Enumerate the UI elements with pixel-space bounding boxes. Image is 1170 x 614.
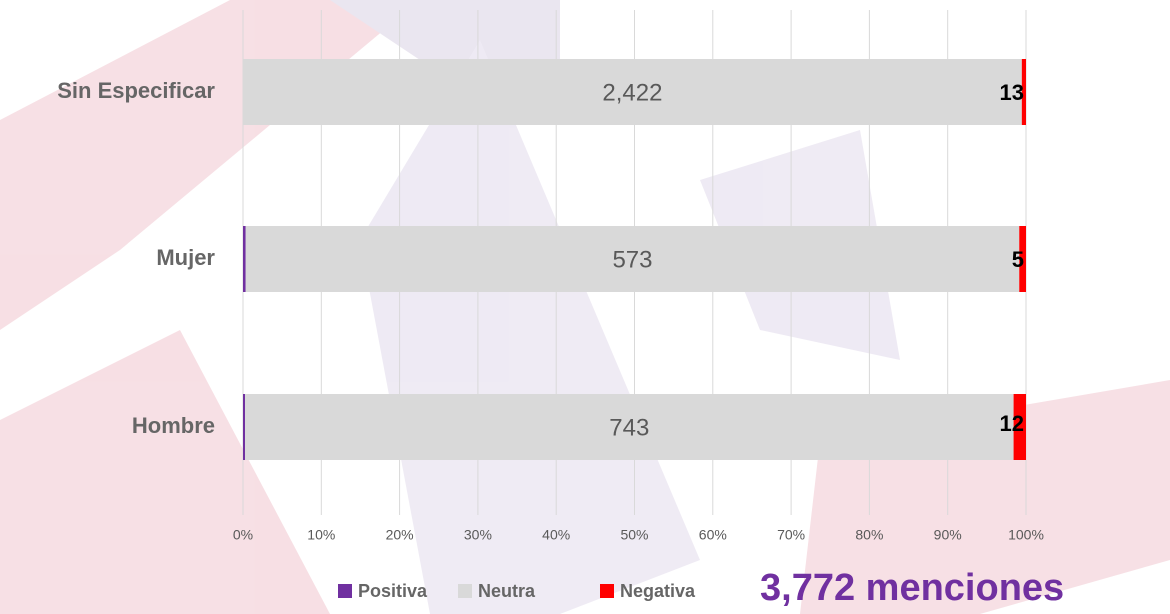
data-label: 2,422	[602, 79, 662, 106]
legend-swatch	[600, 584, 614, 598]
category-label: Hombre	[132, 413, 215, 438]
x-tick-label: 40%	[542, 527, 570, 543]
x-tick-label: 70%	[777, 527, 805, 543]
category-label: Mujer	[156, 245, 215, 270]
data-label: 13	[1000, 80, 1024, 105]
legend-swatch	[458, 584, 472, 598]
x-tick-label: 90%	[934, 527, 962, 543]
bar-segment	[245, 226, 1020, 292]
data-label: 5	[1012, 247, 1024, 272]
bar-segment	[243, 394, 246, 460]
data-label: 12	[1000, 411, 1024, 436]
data-label: 573	[612, 246, 652, 273]
legend-label: Negativa	[620, 581, 696, 601]
category-label: Sin Especificar	[57, 78, 215, 103]
bar-segment	[1019, 226, 1026, 292]
x-tick-label: 100%	[1008, 527, 1044, 543]
bar-segment	[1021, 59, 1026, 125]
x-tick-label: 30%	[464, 527, 492, 543]
x-tick-label: 20%	[386, 527, 414, 543]
x-tick-label: 0%	[233, 527, 253, 543]
x-tick-label: 50%	[620, 527, 648, 543]
legend-label: Positiva	[358, 581, 428, 601]
legend-label: Neutra	[478, 581, 536, 601]
x-tick-label: 80%	[855, 527, 883, 543]
x-tick-label: 10%	[307, 527, 335, 543]
legend-swatch	[338, 584, 352, 598]
bar-segment	[1013, 394, 1026, 460]
total-mentions: 3,772 menciones	[760, 567, 1064, 609]
data-label: 743	[609, 414, 649, 441]
bar-segment	[243, 59, 1022, 125]
x-tick-label: 60%	[699, 527, 727, 543]
bar-segment	[243, 226, 246, 292]
bar-segment	[245, 394, 1014, 460]
